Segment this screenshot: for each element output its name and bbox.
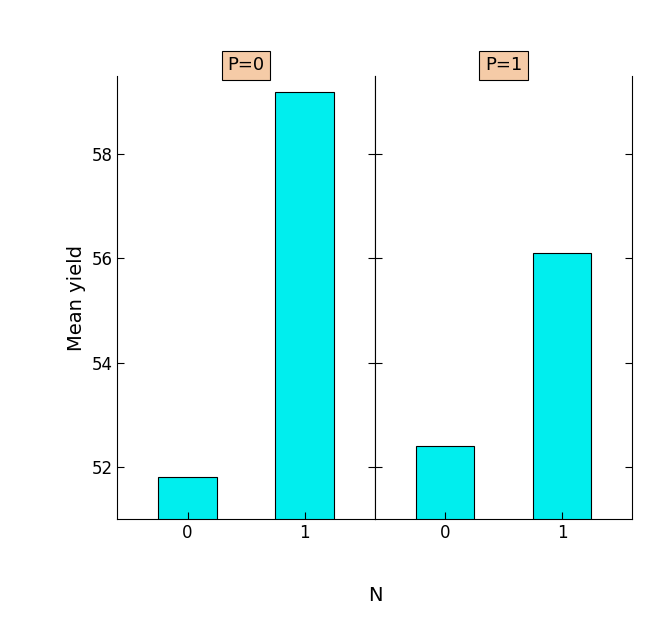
Bar bbox=[416, 446, 475, 633]
Text: N: N bbox=[368, 586, 382, 605]
Title: P=0: P=0 bbox=[228, 56, 265, 75]
Bar bbox=[533, 253, 591, 633]
Y-axis label: Mean yield: Mean yield bbox=[67, 244, 86, 351]
Bar bbox=[158, 477, 217, 633]
Title: P=1: P=1 bbox=[485, 56, 522, 75]
Bar bbox=[275, 92, 334, 633]
